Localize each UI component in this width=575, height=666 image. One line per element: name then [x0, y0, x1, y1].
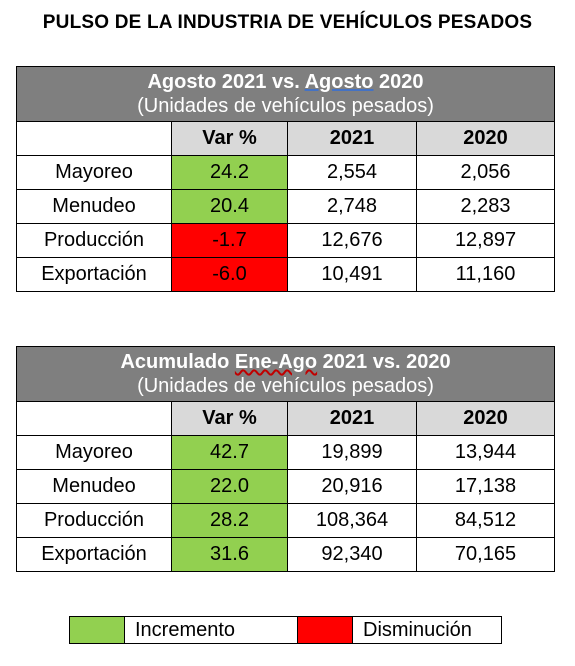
- corner-cell: [16, 401, 172, 436]
- decrease-label: Disminución: [353, 616, 502, 644]
- decrease-swatch: [298, 616, 353, 644]
- var-cell: -6.0: [171, 257, 288, 292]
- var-cell: 31.6: [171, 537, 288, 572]
- value-2020: 17,138: [415, 469, 556, 504]
- value-2020: 13,944: [415, 435, 556, 470]
- row-label: Exportación: [16, 537, 172, 572]
- table-subtitle: (Unidades de vehículos pesados): [137, 375, 434, 397]
- value-2021: 92,340: [287, 537, 417, 572]
- value-2021: 20,916: [287, 469, 417, 504]
- value-2020: 11,160: [415, 257, 556, 292]
- row-label: Menudeo: [16, 469, 172, 504]
- table-title: Agosto 2021 vs. Agosto 2020: [147, 71, 424, 93]
- value-2021: 108,364: [287, 503, 417, 538]
- column-header-var: Var %: [171, 121, 288, 156]
- table-row: Mayoreo 24.2 2,554 2,056: [16, 155, 556, 190]
- value-2021: 12,676: [287, 223, 417, 258]
- value-2020: 2,056: [415, 155, 556, 190]
- increase-swatch: [69, 616, 125, 644]
- page-title: PULSO DE LA INDUSTRIA DE VEHÍCULOS PESAD…: [42, 12, 533, 33]
- var-cell: 42.7: [171, 435, 288, 470]
- monthly-comparison-table: Agosto 2021 vs. Agosto 2020 (Unidades de…: [15, 66, 556, 292]
- column-header-2021: 2021: [287, 121, 417, 156]
- value-2021: 10,491: [287, 257, 417, 292]
- table-subtitle: (Unidades de vehículos pesados): [137, 95, 434, 117]
- table-header: Acumulado Ene-Ago 2021 vs. 2020 (Unidade…: [15, 346, 556, 402]
- increase-label: Incremento: [125, 616, 298, 644]
- value-2020: 70,165: [415, 537, 556, 572]
- legend: Incremento Disminución: [69, 616, 502, 644]
- value-2020: 2,283: [415, 189, 556, 224]
- var-cell: -1.7: [171, 223, 288, 258]
- column-header-var: Var %: [171, 401, 288, 436]
- cumulative-comparison-table: Acumulado Ene-Ago 2021 vs. 2020 (Unidade…: [15, 346, 556, 572]
- var-cell: 22.0: [171, 469, 288, 504]
- corner-cell: [16, 121, 172, 156]
- var-cell: 20.4: [171, 189, 288, 224]
- row-label: Producción: [16, 223, 172, 258]
- column-header-2021: 2021: [287, 401, 417, 436]
- value-2020: 84,512: [415, 503, 556, 538]
- table-header: Agosto 2021 vs. Agosto 2020 (Unidades de…: [15, 66, 556, 122]
- value-2021: 2,554: [287, 155, 417, 190]
- var-cell: 24.2: [171, 155, 288, 190]
- column-header-2020: 2020: [415, 121, 556, 156]
- value-2021: 2,748: [287, 189, 417, 224]
- column-header-2020: 2020: [415, 401, 556, 436]
- value-2020: 12,897: [415, 223, 556, 258]
- table-row: Producción -1.7 12,676 12,897: [16, 223, 556, 258]
- table-title: Acumulado Ene-Ago 2021 vs. 2020: [120, 351, 451, 373]
- row-label: Mayoreo: [16, 435, 172, 470]
- table-row: Mayoreo 42.7 19,899 13,944: [16, 435, 556, 470]
- row-label: Producción: [16, 503, 172, 538]
- var-cell: 28.2: [171, 503, 288, 538]
- row-label: Menudeo: [16, 189, 172, 224]
- table-row: Menudeo 22.0 20,916 17,138: [16, 469, 556, 504]
- value-2021: 19,899: [287, 435, 417, 470]
- table-row: Exportación 31.6 92,340 70,165: [16, 537, 556, 572]
- table-row: Exportación -6.0 10,491 11,160: [16, 257, 556, 292]
- row-label: Exportación: [16, 257, 172, 292]
- table-row: Producción 28.2 108,364 84,512: [16, 503, 556, 538]
- row-label: Mayoreo: [16, 155, 172, 190]
- table-row: Menudeo 20.4 2,748 2,283: [16, 189, 556, 224]
